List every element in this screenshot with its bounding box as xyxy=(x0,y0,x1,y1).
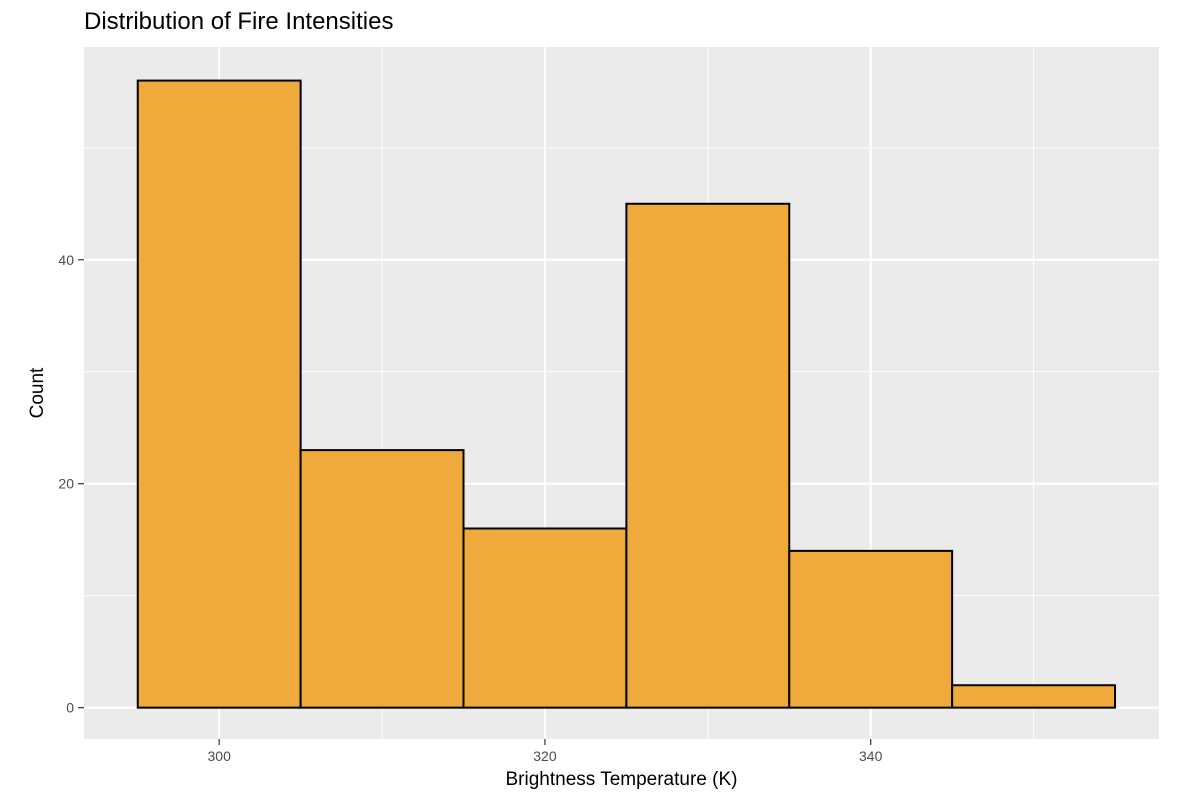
x-axis-title: Brightness Temperature (K) xyxy=(506,769,738,790)
histogram-bars xyxy=(136,79,1117,709)
chart-title: Distribution of Fire Intensities xyxy=(84,8,394,35)
x-tick-label: 320 xyxy=(533,748,557,764)
x-axis: 300 320 340 xyxy=(208,739,883,764)
y-tick-label: 0 xyxy=(66,700,74,716)
histogram-bar xyxy=(462,527,628,709)
histogram-bar xyxy=(788,549,954,709)
x-tick-label: 340 xyxy=(859,748,883,764)
histogram-bar xyxy=(299,449,465,709)
y-axis: 0 20 40 xyxy=(58,252,84,716)
y-tick-label: 40 xyxy=(58,252,74,268)
histogram-bar xyxy=(625,202,791,709)
y-axis-title: Count xyxy=(27,367,48,418)
x-tick-label: 300 xyxy=(208,748,232,764)
y-tick-label: 20 xyxy=(58,476,74,492)
histogram-bar xyxy=(951,684,1117,709)
histogram-bar xyxy=(136,79,302,709)
